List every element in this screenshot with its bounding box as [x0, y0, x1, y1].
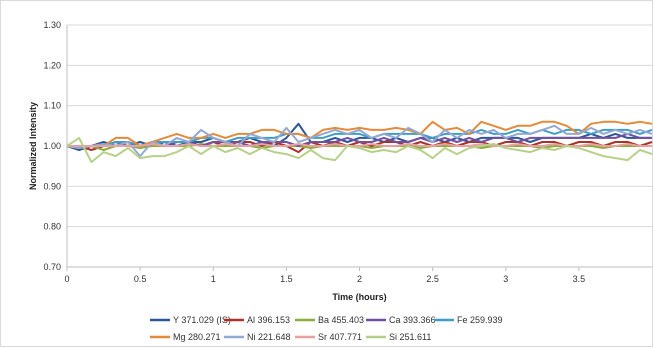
x-tick-label: 0.5	[134, 274, 147, 284]
y-tick-label: 0.70	[43, 262, 61, 272]
series-line-5	[67, 120, 653, 147]
legend-label-4: Fe 259.939	[457, 315, 503, 325]
x-tick-label: 2	[357, 274, 362, 284]
series-line-7	[67, 143, 652, 147]
y-tick-label: 1.00	[43, 141, 61, 151]
x-tick-label: 1.5	[280, 274, 293, 284]
series-line-8	[66, 136, 653, 164]
legend: Y 371.029 (IS) Al 396.153 Ba 455.403 Ca 393…	[150, 315, 503, 342]
x-tick-label: 3	[503, 274, 508, 284]
x-tick-label: 1	[211, 274, 216, 284]
x-tick-label: 0	[64, 274, 69, 284]
legend-label-8: Si 251.611	[389, 332, 431, 342]
x-tick-label: 3.5	[573, 274, 586, 284]
legend-label-3: Ca 393.366	[389, 315, 436, 325]
y-tick-label: 0.90	[43, 181, 61, 191]
y-tick-label: 1.10	[43, 101, 61, 111]
y-tick-label: 1.20	[43, 60, 61, 70]
x-axis-title: Time (hours)	[332, 292, 386, 302]
legend-label-0: Y 371.029 (IS)	[173, 315, 231, 325]
legend-label-2: Ba 455.403	[318, 315, 364, 325]
legend-label-5: Mg 280.271	[173, 332, 221, 342]
legend-label-1: Al 396.153	[247, 315, 290, 325]
series-lines	[66, 120, 653, 164]
y-axis-title: Normalized Intensity	[28, 102, 38, 190]
legend-label-7: Sr 407.771	[318, 332, 362, 342]
y-tick-label: 1.30	[43, 20, 61, 30]
x-tick-label: 2.5	[426, 274, 439, 284]
tick-labels: 0.70 0.80 0.90 1.00 1.10 1.20 1.30 0 0.5 1 1.5 2 2.5…	[43, 20, 585, 284]
legend-label-6: Ni 221.648	[247, 332, 291, 342]
series-line-4	[67, 128, 653, 147]
y-tick-label: 0.80	[43, 222, 61, 232]
